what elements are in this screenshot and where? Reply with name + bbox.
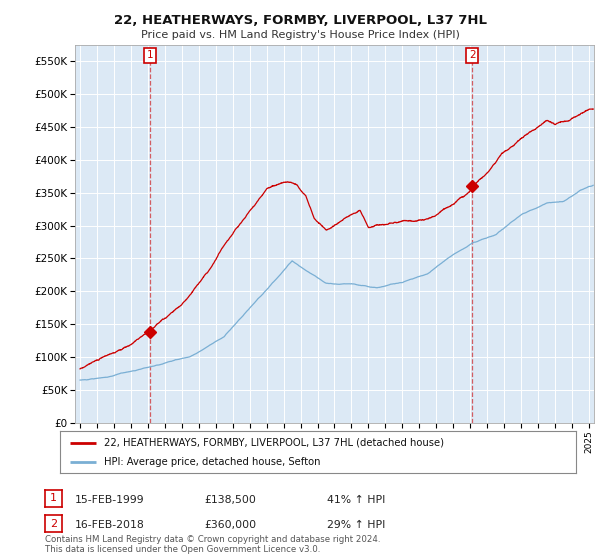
Text: 1: 1	[146, 50, 153, 60]
Text: HPI: Average price, detached house, Sefton: HPI: Average price, detached house, Seft…	[104, 457, 320, 467]
Text: 1: 1	[50, 493, 57, 503]
Text: 16-FEB-2018: 16-FEB-2018	[75, 520, 145, 530]
Text: 22, HEATHERWAYS, FORMBY, LIVERPOOL, L37 7HL (detached house): 22, HEATHERWAYS, FORMBY, LIVERPOOL, L37 …	[104, 437, 444, 447]
Text: 29% ↑ HPI: 29% ↑ HPI	[327, 520, 385, 530]
Text: £138,500: £138,500	[204, 494, 256, 505]
Text: 41% ↑ HPI: 41% ↑ HPI	[327, 494, 385, 505]
Text: 22, HEATHERWAYS, FORMBY, LIVERPOOL, L37 7HL: 22, HEATHERWAYS, FORMBY, LIVERPOOL, L37 …	[113, 14, 487, 27]
Text: 2: 2	[50, 519, 57, 529]
Text: £360,000: £360,000	[204, 520, 256, 530]
Text: 15-FEB-1999: 15-FEB-1999	[75, 494, 145, 505]
Text: Price paid vs. HM Land Registry's House Price Index (HPI): Price paid vs. HM Land Registry's House …	[140, 30, 460, 40]
Text: Contains HM Land Registry data © Crown copyright and database right 2024.
This d: Contains HM Land Registry data © Crown c…	[45, 535, 380, 554]
Text: 2: 2	[469, 50, 476, 60]
